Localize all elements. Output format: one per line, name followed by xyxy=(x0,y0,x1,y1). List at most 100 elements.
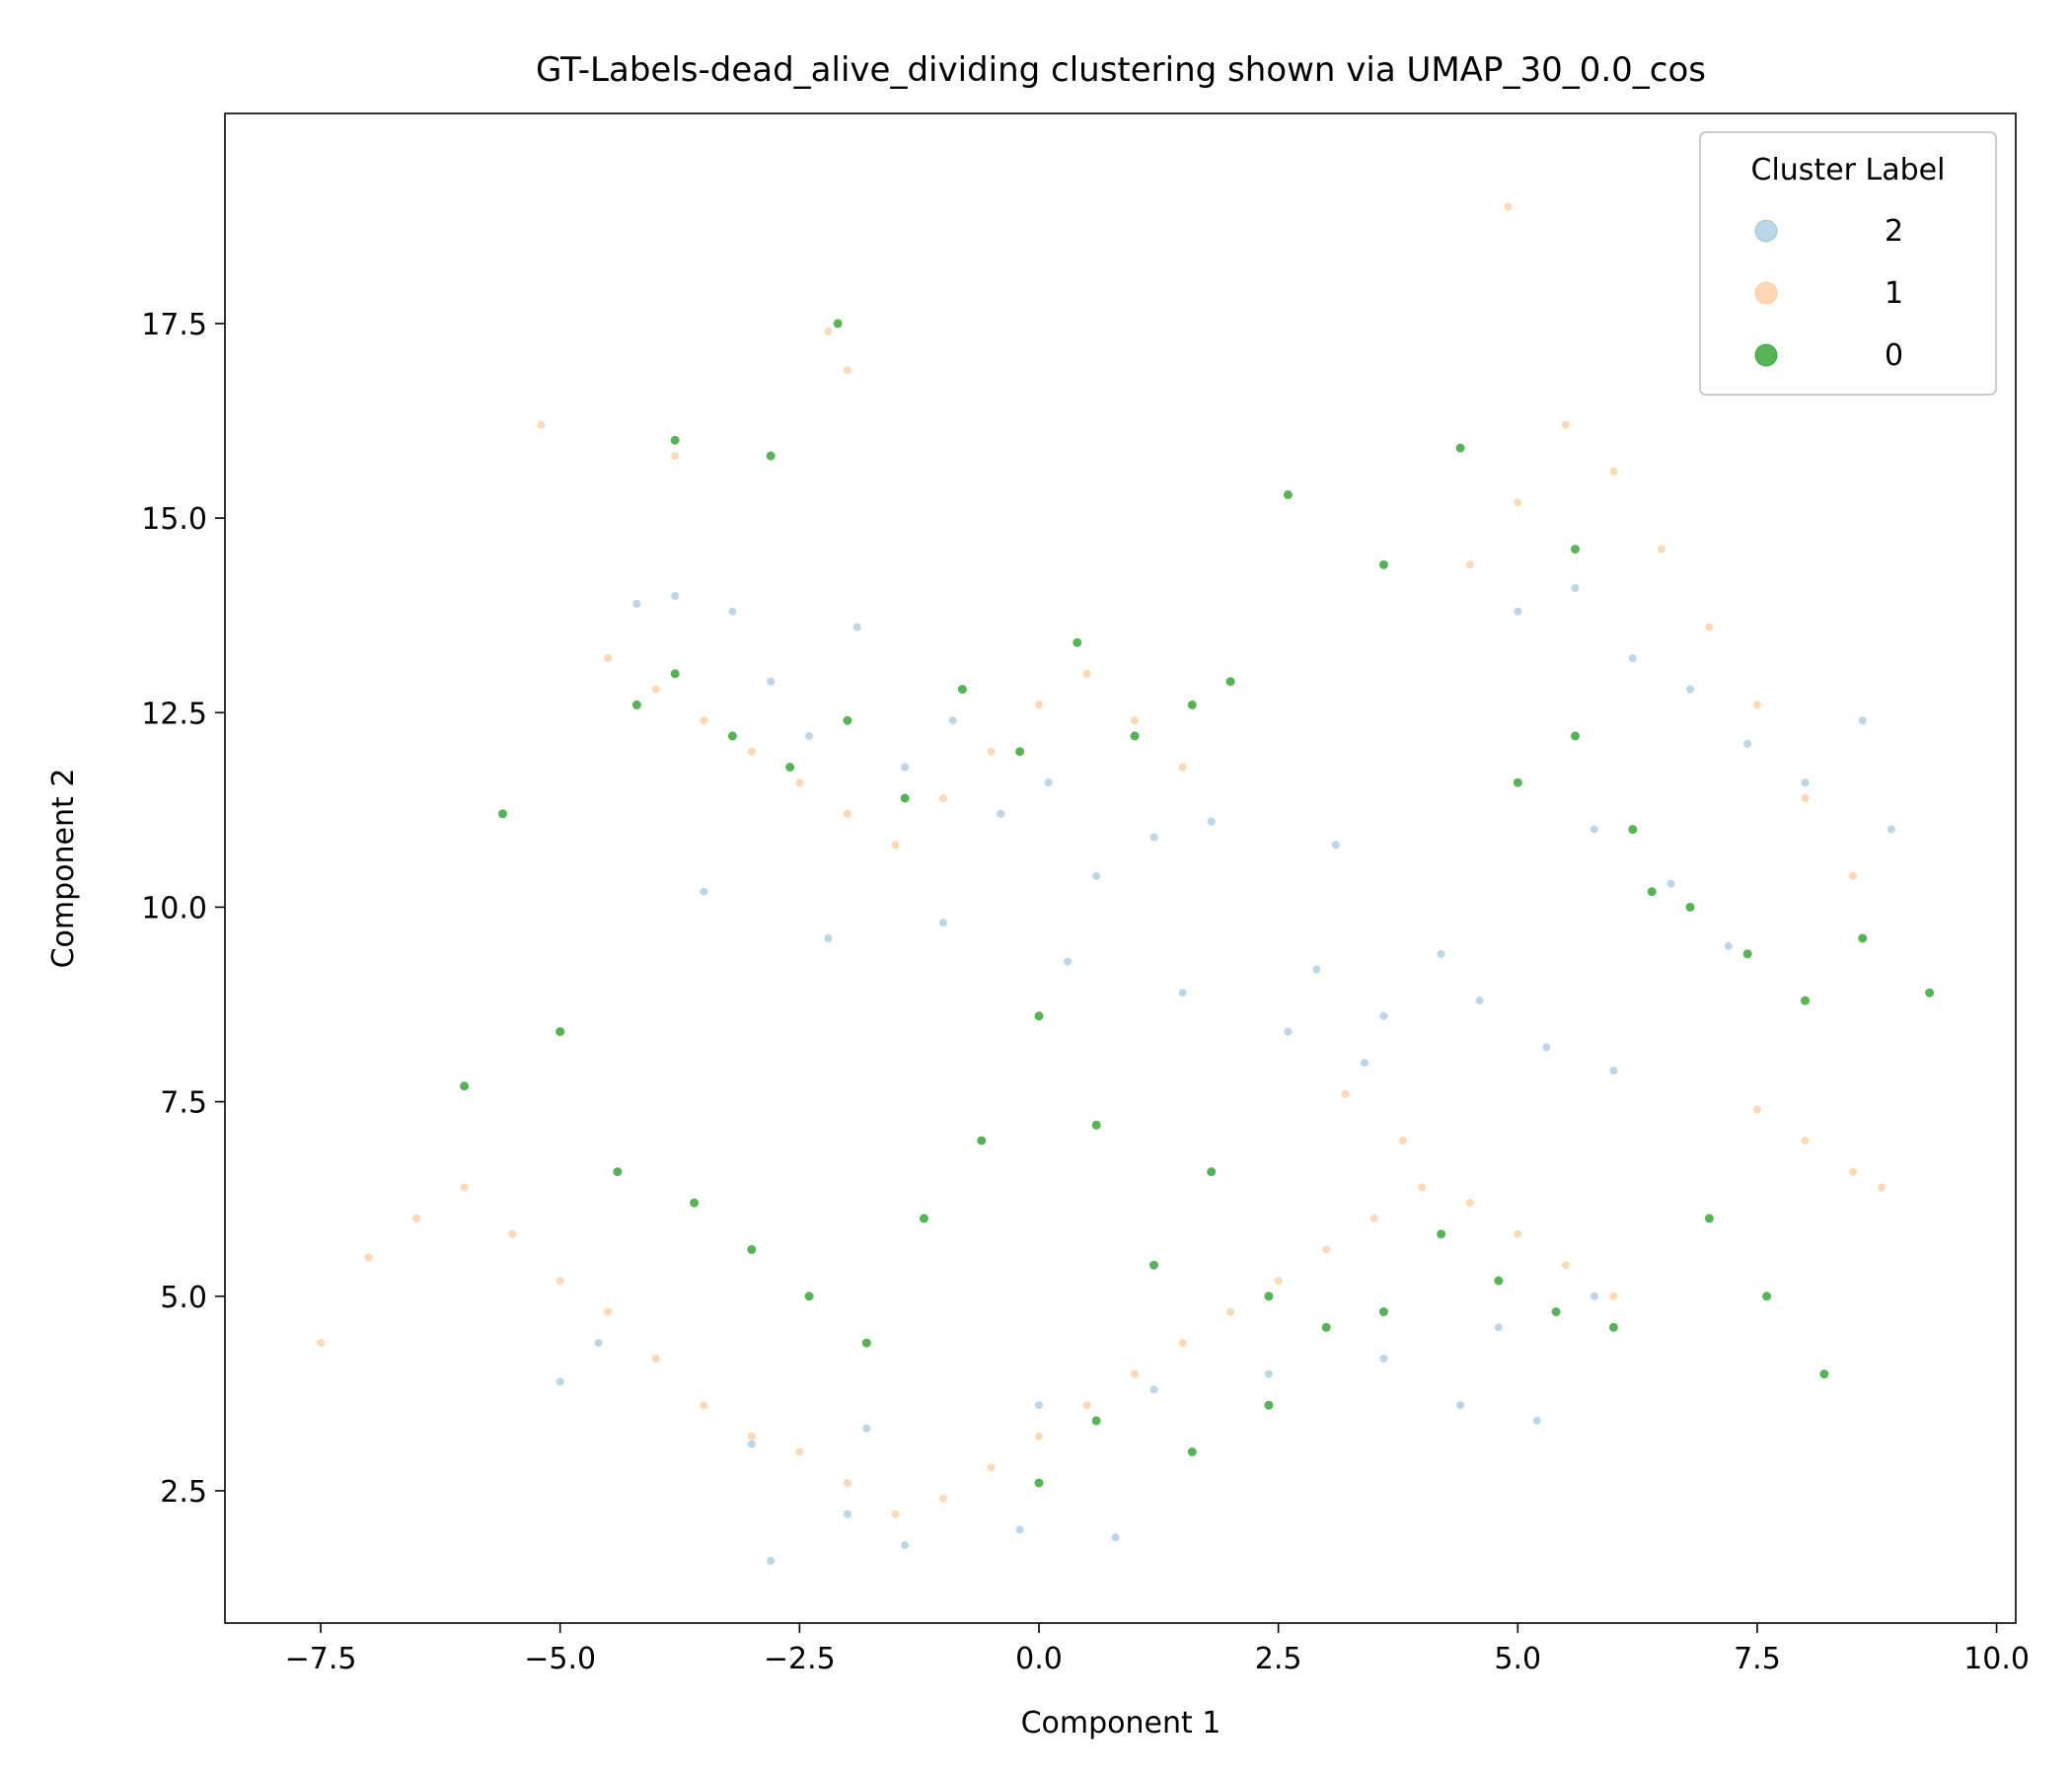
point-series-1 xyxy=(1178,763,1187,772)
point-series-2 xyxy=(1858,716,1867,725)
point-series-0 xyxy=(613,1167,623,1177)
point-series-1 xyxy=(1705,623,1714,631)
point-series-2 xyxy=(1609,1067,1618,1075)
point-series-2 xyxy=(1149,833,1158,842)
point-series-1 xyxy=(671,452,680,460)
point-series-1 xyxy=(700,1401,708,1410)
point-series-0 xyxy=(1264,1292,1274,1301)
legend-marker-1 xyxy=(1754,281,1778,305)
point-series-1 xyxy=(604,1307,613,1316)
point-series-0 xyxy=(1608,1322,1618,1332)
point-series-1 xyxy=(1752,1105,1761,1114)
point-series-0 xyxy=(1494,1276,1504,1286)
point-series-2 xyxy=(1207,817,1216,826)
point-series-2 xyxy=(1514,607,1522,616)
point-series-2 xyxy=(1494,1323,1503,1332)
point-series-1 xyxy=(1398,1137,1407,1145)
legend: Cluster Label 2 1 0 xyxy=(1699,131,1997,396)
legend-marker-0 xyxy=(1754,343,1778,367)
x-tick-label: 2.5 xyxy=(1255,1642,1302,1676)
legend-label-1: 1 xyxy=(1885,276,1903,311)
point-series-1 xyxy=(747,1432,756,1441)
point-series-1 xyxy=(537,420,546,429)
point-series-2 xyxy=(747,1440,756,1448)
point-series-0 xyxy=(670,669,680,679)
y-tick-label: 2.5 xyxy=(160,1475,207,1510)
point-series-1 xyxy=(795,778,804,787)
point-series-1 xyxy=(891,841,900,850)
point-series-0 xyxy=(920,1214,928,1223)
point-series-2 xyxy=(1111,1533,1120,1542)
x-tick-label: 10.0 xyxy=(1963,1642,2030,1676)
point-series-1 xyxy=(1514,1229,1522,1238)
point-series-0 xyxy=(1283,489,1293,499)
point-series-2 xyxy=(1542,1043,1551,1052)
point-series-2 xyxy=(1571,584,1580,593)
point-series-0 xyxy=(1378,559,1388,569)
point-series-1 xyxy=(824,327,833,335)
point-series-0 xyxy=(843,715,852,725)
point-series-1 xyxy=(1082,1401,1091,1410)
x-tick-label: −2.5 xyxy=(764,1642,836,1676)
point-series-1 xyxy=(1514,498,1522,507)
point-series-2 xyxy=(1178,989,1187,998)
x-axis-label: Component 1 xyxy=(1021,1706,1221,1740)
x-tick-label: 7.5 xyxy=(1734,1642,1781,1676)
point-series-2 xyxy=(862,1424,871,1433)
legend-label-0: 0 xyxy=(1885,338,1903,373)
point-series-0 xyxy=(1207,1167,1217,1177)
point-series-2 xyxy=(1743,739,1752,748)
x-tick-label: −5.0 xyxy=(524,1642,596,1676)
point-series-2 xyxy=(1379,1011,1388,1020)
point-series-2 xyxy=(824,934,833,942)
point-series-0 xyxy=(1073,637,1082,647)
point-series-0 xyxy=(861,1338,871,1348)
point-series-1 xyxy=(1465,560,1474,569)
point-series-2 xyxy=(997,809,1005,818)
point-series-0 xyxy=(1571,545,1580,555)
point-series-1 xyxy=(891,1510,900,1518)
y-axis-label: Component 2 xyxy=(46,769,81,969)
point-series-0 xyxy=(804,1292,814,1301)
point-series-1 xyxy=(460,1183,469,1192)
point-series-2 xyxy=(1149,1385,1158,1394)
point-series-1 xyxy=(1849,871,1857,880)
point-series-1 xyxy=(1801,1137,1810,1145)
x-tick-label: 5.0 xyxy=(1494,1642,1541,1676)
point-series-1 xyxy=(317,1339,326,1348)
point-series-0 xyxy=(766,451,776,461)
point-series-1 xyxy=(1418,1183,1427,1192)
point-series-1 xyxy=(1226,1307,1235,1316)
point-series-1 xyxy=(700,716,708,725)
point-series-1 xyxy=(938,1494,947,1503)
legend-box xyxy=(1699,131,1997,396)
y-axis-ticks: 2.5 5.0 7.5 10.0 12.5 15.0 17.5 xyxy=(141,308,225,1510)
point-series-1 xyxy=(1609,467,1618,476)
y-tick-label: 5.0 xyxy=(160,1281,207,1315)
point-series-2 xyxy=(594,1339,603,1348)
point-series-1 xyxy=(1752,701,1761,709)
point-series-1 xyxy=(1322,1245,1331,1254)
point-series-2 xyxy=(1532,1416,1541,1425)
y-tick-label: 17.5 xyxy=(141,308,207,342)
point-series-0 xyxy=(1858,933,1868,943)
point-series-1 xyxy=(412,1214,421,1222)
point-series-0 xyxy=(1819,1369,1829,1379)
point-series-0 xyxy=(1628,825,1638,835)
point-series-0 xyxy=(1801,996,1810,1005)
point-series-2 xyxy=(1064,957,1073,966)
point-series-1 xyxy=(604,654,613,663)
point-series-1 xyxy=(1035,701,1043,709)
point-series-0 xyxy=(690,1198,700,1208)
point-series-0 xyxy=(1034,1478,1044,1488)
point-series-0 xyxy=(833,319,843,329)
point-series-1 xyxy=(1609,1292,1618,1300)
point-series-1 xyxy=(1657,545,1665,554)
point-series-2 xyxy=(1092,871,1101,880)
point-series-0 xyxy=(1704,1214,1714,1223)
point-series-0 xyxy=(498,809,507,819)
point-series-2 xyxy=(1801,778,1810,787)
point-series-2 xyxy=(805,731,814,740)
point-series-1 xyxy=(651,1354,660,1363)
